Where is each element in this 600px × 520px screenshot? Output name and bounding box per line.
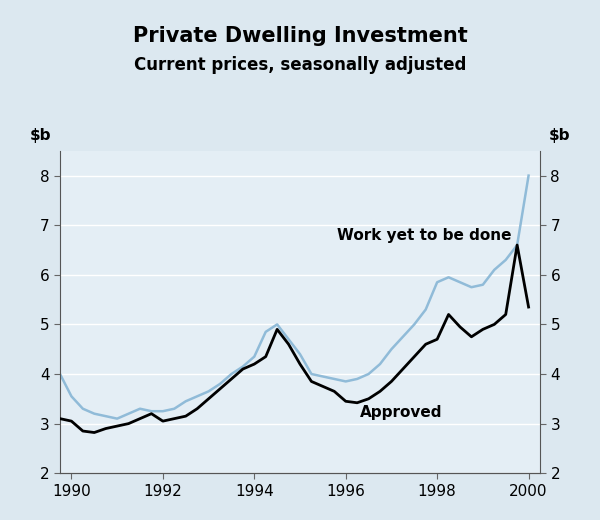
Text: Current prices, seasonally adjusted: Current prices, seasonally adjusted	[134, 56, 466, 74]
Text: Private Dwelling Investment: Private Dwelling Investment	[133, 27, 467, 46]
Text: Work yet to be done: Work yet to be done	[337, 228, 511, 242]
Text: $b: $b	[29, 128, 51, 143]
Text: Approved: Approved	[359, 405, 442, 420]
Text: $b: $b	[549, 128, 571, 143]
